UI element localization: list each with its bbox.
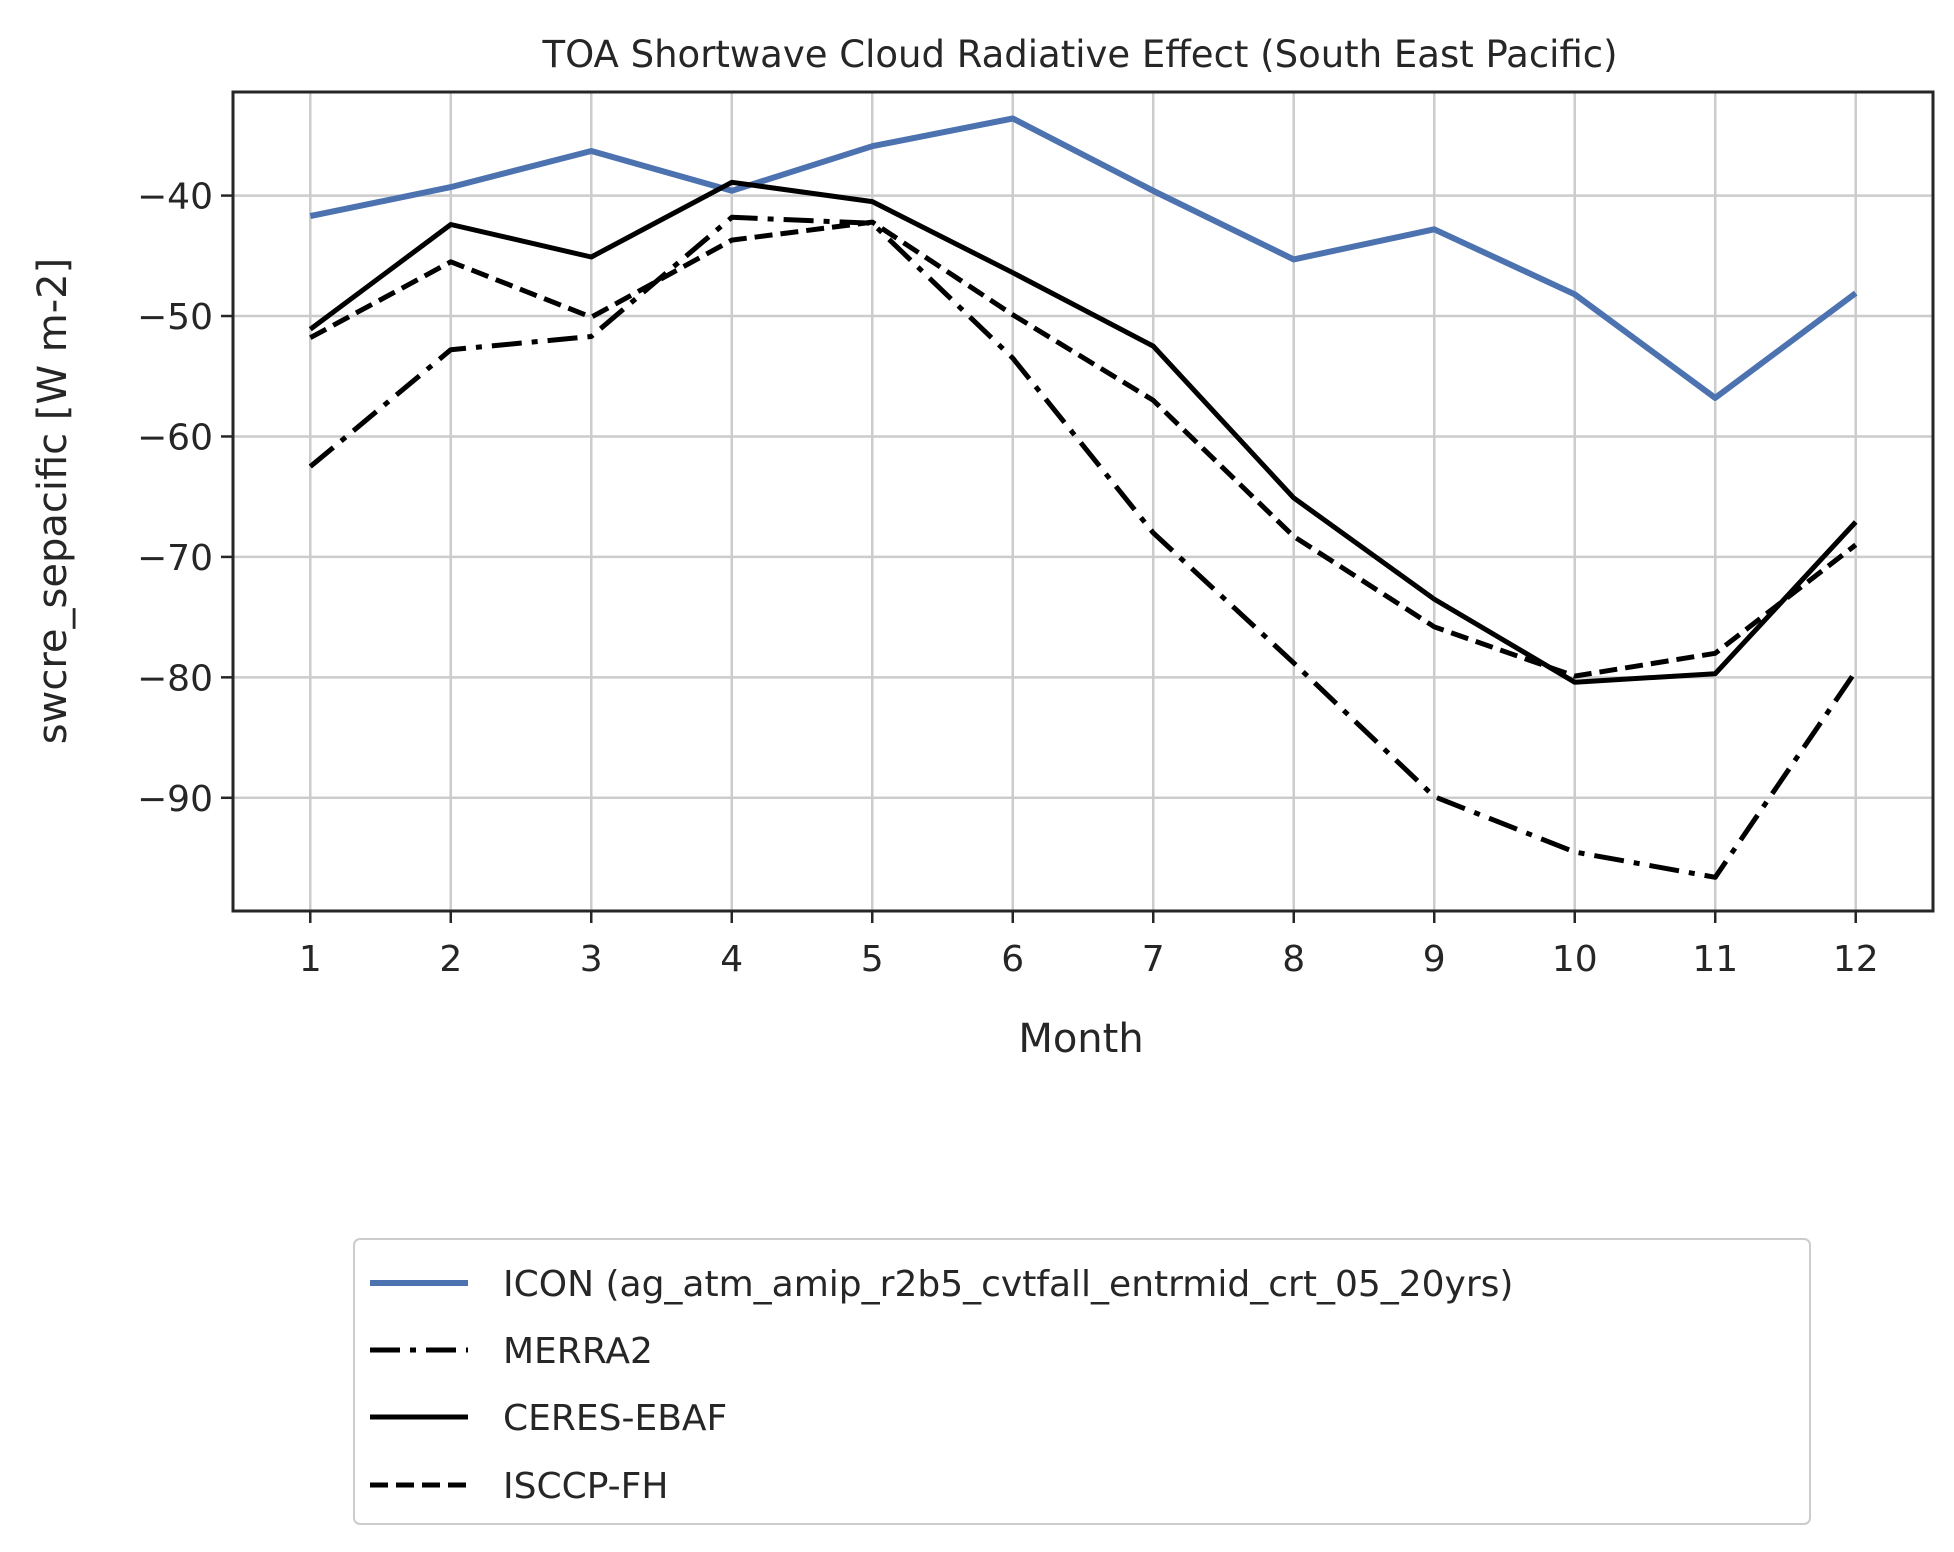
y-axis: −40 −50 −60 −70 −80 −90: [137, 177, 233, 820]
series-line: [308, 179, 1858, 685]
x-tick-label: 3: [580, 939, 603, 980]
x-tick-label: 2: [439, 939, 462, 980]
y-tick-label: −50: [137, 297, 213, 338]
y-tick-label: −70: [137, 538, 213, 579]
y-tick-label: −80: [137, 658, 213, 699]
y-tick-label: −90: [137, 779, 213, 820]
x-tick-label: 5: [861, 939, 884, 980]
x-axis: 1 2 3 4 5 6 7 8 9 10 11 12: [299, 911, 1879, 980]
x-axis-label: Month: [1018, 1016, 1143, 1062]
legend-label: ICON (ag_atm_amip_r2b5_cvtfall_entrmid_c…: [503, 1264, 1513, 1305]
x-tick-label: 10: [1552, 939, 1598, 980]
x-tick-label: 8: [1282, 939, 1305, 980]
legend-label: ISCCP-FH: [503, 1466, 668, 1507]
x-tick-label: 6: [1001, 939, 1024, 980]
series-layer: [308, 115, 1858, 880]
series-line: [309, 219, 1858, 679]
x-tick-label: 9: [1423, 939, 1446, 980]
legend-box: [353, 1238, 1811, 1525]
legend: ICON (ag_atm_amip_r2b5_cvtfall_entrmid_c…: [353, 1238, 1811, 1525]
legend-label: CERES-EBAF: [503, 1398, 727, 1439]
plot-frame: [231, 90, 1935, 913]
chart-title: TOA Shortwave Cloud Radiative Effect (So…: [541, 33, 1617, 76]
x-tick-label: 1: [299, 939, 322, 980]
series-line: [308, 214, 1858, 880]
x-tick-label: 11: [1692, 939, 1738, 980]
y-tick-label: −60: [137, 417, 213, 458]
legend-label: MERRA2: [503, 1331, 653, 1372]
series-line: [309, 115, 1858, 401]
y-axis-label: swcre_sepacific [W m-2]: [30, 258, 76, 744]
y-tick-label: −40: [137, 177, 213, 218]
grid-layer: [233, 92, 1933, 911]
x-tick-label: 7: [1142, 939, 1165, 980]
x-tick-label: 4: [720, 939, 743, 980]
x-tick-label: 12: [1833, 939, 1879, 980]
